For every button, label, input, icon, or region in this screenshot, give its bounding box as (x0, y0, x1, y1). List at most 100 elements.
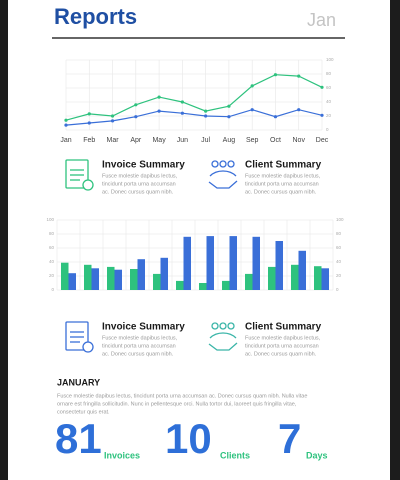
bar (183, 236, 191, 290)
x-tick-label: Feb (83, 137, 95, 144)
bar (91, 268, 99, 290)
x-tick-label: Dec (316, 137, 329, 144)
bar (291, 264, 299, 290)
bar (61, 262, 69, 290)
summary-text: tincidunt porta urna accumsan (102, 343, 176, 349)
bar (314, 266, 322, 290)
line-point (227, 115, 231, 119)
line-point (204, 109, 208, 113)
bar (84, 264, 92, 290)
stat-value: 7 (278, 415, 301, 462)
x-tick-label: Sep (246, 137, 259, 144)
bar (206, 236, 214, 290)
bar (107, 266, 115, 290)
line-point (273, 73, 278, 77)
bar (245, 273, 253, 290)
bar (114, 269, 122, 290)
line-point (134, 115, 138, 119)
page-title: Reports (54, 4, 137, 29)
line-point (87, 112, 91, 116)
bar (321, 268, 329, 290)
line-point (157, 109, 161, 113)
bar (229, 236, 237, 290)
line-point (273, 115, 278, 119)
line-series (65, 109, 323, 126)
line-point (134, 103, 138, 107)
line-point (87, 121, 91, 125)
summary-text: Fusce molestie dapibus lectus, (245, 335, 321, 341)
stat-value: 81 (55, 415, 102, 462)
invoice-icon (65, 159, 94, 191)
line-point (250, 84, 254, 88)
y-tick-label: 80 (49, 231, 55, 236)
line-point (297, 74, 301, 78)
summary-text: Fusce molestie dapibus lectus, (102, 173, 178, 179)
line-point (227, 104, 231, 108)
stat-label: Days (306, 450, 328, 460)
report-text: Fusce molestie dapibus lectus, tincidunt… (57, 393, 307, 399)
summary-text: ac. Donec cursus quam nibh. (102, 189, 174, 195)
y-tick-label: 60 (326, 85, 332, 90)
bar (268, 266, 276, 290)
summary-text: ac. Donec cursus quam nibh. (245, 189, 317, 195)
stat-value: 10 (165, 415, 212, 462)
report-text: ornare est fringilla sollicitudin. Nunc … (57, 401, 297, 407)
report-text: consectetur quis erat. (57, 409, 110, 415)
y-tick-label: 80 (326, 71, 332, 76)
bar (137, 259, 145, 290)
line-point (320, 85, 324, 89)
line-point (180, 111, 184, 115)
summary-text: tincidunt porta urna accumsan (245, 343, 319, 349)
y-tick-label: 100 (326, 57, 334, 62)
y-tick-label: 0 (326, 127, 329, 132)
summary-title: Invoice Summary (102, 322, 185, 333)
bar (199, 283, 207, 290)
bar (222, 280, 230, 290)
x-tick-label: Jan (60, 137, 71, 144)
line-point (64, 123, 68, 127)
summary-title: Client Summary (245, 160, 322, 171)
line-point (110, 114, 115, 118)
x-tick-label: Oct (270, 137, 281, 144)
client-icon (208, 322, 238, 351)
x-tick-label: Apr (130, 137, 142, 144)
bar (153, 273, 161, 290)
bar (298, 250, 306, 290)
line-series (65, 74, 323, 121)
line-point (64, 118, 68, 122)
client-icon (208, 160, 238, 189)
summary-text: Fusce molestie dapibus lectus, (102, 335, 178, 341)
y-tick-label-right: 20 (336, 273, 342, 278)
line-point (204, 114, 208, 118)
month-selector[interactable]: Jan (307, 10, 336, 30)
line-point (297, 108, 301, 112)
report-title: JANUARY (57, 377, 100, 387)
y-tick-label-right: 60 (336, 245, 342, 250)
line-point (320, 113, 324, 117)
summary-text: tincidunt porta urna accumsan (102, 181, 176, 187)
y-tick-label: 20 (49, 273, 55, 278)
y-tick-label-right: 0 (336, 287, 339, 292)
summary-title: Client Summary (245, 322, 322, 333)
y-tick-label: 60 (49, 245, 55, 250)
y-tick-label: 100 (46, 217, 54, 222)
bar (68, 273, 76, 290)
y-tick-label-right: 40 (336, 259, 342, 264)
x-tick-label: Mar (107, 137, 120, 144)
x-tick-label: May (152, 137, 166, 144)
x-tick-label: Jun (177, 137, 188, 144)
y-tick-label: 40 (326, 99, 332, 104)
summary-text: ac. Donec cursus quam nibh. (102, 351, 174, 357)
summary-text: tincidunt porta urna accumsan (245, 181, 319, 187)
bar (130, 269, 138, 290)
line-point (180, 100, 184, 104)
bar (252, 236, 260, 290)
stat-label: Invoices (104, 450, 140, 460)
invoice-icon (65, 321, 94, 353)
bar (160, 257, 168, 290)
summary-title: Invoice Summary (102, 160, 185, 171)
bar (275, 241, 283, 290)
x-tick-label: Nov (293, 137, 306, 144)
y-tick-label: 40 (49, 259, 55, 264)
